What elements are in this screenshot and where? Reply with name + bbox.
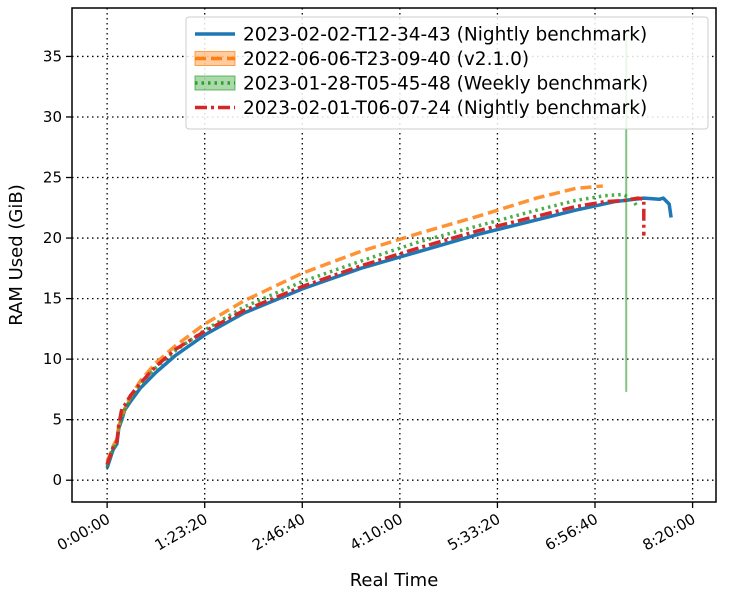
legend: 2023-02-02-T12-34-43 (Nightly benchmark)…: [185, 16, 709, 130]
x-tick-label: 6:56:40: [542, 510, 601, 555]
y-tick-label: 35: [43, 47, 62, 65]
series-4: [105, 196, 646, 466]
y-tick-label: 5: [52, 411, 62, 429]
legend-label: 2023-01-28-T05-45-48 (Weekly benchmark): [243, 74, 648, 95]
y-tick-label: 30: [43, 108, 62, 126]
x-tick-label: 1:23:20: [152, 510, 211, 555]
legend-label: 2023-02-01-T06-07-24 (Nightly benchmark): [243, 98, 647, 119]
y-tick-label: 0: [52, 471, 62, 489]
y-tick-label: 10: [43, 350, 62, 368]
y-tick-label: 15: [43, 290, 62, 308]
y-tick-label: 25: [43, 169, 62, 187]
legend-label: 2023-02-02-T12-34-43 (Nightly benchmark): [243, 25, 647, 46]
y-tick-label: 20: [43, 229, 62, 247]
x-tick-label: 4:10:00: [347, 510, 406, 555]
series-1: [105, 196, 673, 469]
series-line: [105, 192, 640, 467]
legend-box: [185, 16, 709, 130]
legend-label: 2022-06-06-T23-09-40 (v2.1.0): [243, 49, 529, 70]
series-line: [105, 196, 646, 466]
x-tick-label: 0:00:00: [54, 510, 113, 555]
x-tick-label: 8:20:00: [640, 510, 699, 555]
series-2: [105, 184, 603, 463]
plot-frame: [71, 7, 717, 503]
x-tick-label: 5:33:20: [444, 510, 503, 555]
x-tick-label: 2:46:40: [249, 510, 308, 555]
y-axis-label: RAM Used (GiB): [6, 184, 27, 325]
series-line: [105, 196, 673, 469]
x-axis-label: Real Time: [350, 570, 439, 591]
series-line: [105, 184, 603, 463]
